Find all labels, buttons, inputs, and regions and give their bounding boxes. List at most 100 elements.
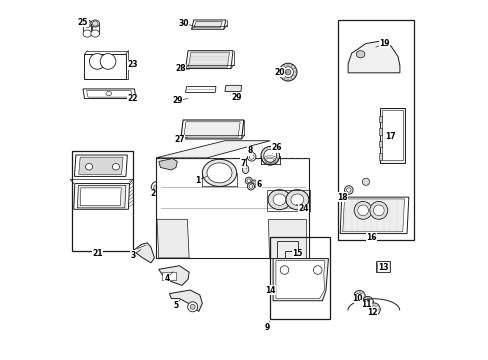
Ellipse shape xyxy=(112,163,119,170)
Ellipse shape xyxy=(92,21,98,26)
Polygon shape xyxy=(169,290,202,311)
Ellipse shape xyxy=(244,177,252,184)
Ellipse shape xyxy=(246,179,250,183)
Text: 1: 1 xyxy=(195,176,200,185)
Polygon shape xyxy=(224,85,241,91)
Bar xyxy=(266,190,309,211)
Text: 19: 19 xyxy=(379,39,389,48)
Bar xyxy=(270,237,329,319)
Text: 27: 27 xyxy=(174,135,184,144)
Polygon shape xyxy=(193,21,222,28)
Bar xyxy=(337,20,413,240)
Ellipse shape xyxy=(279,63,296,81)
Text: 28: 28 xyxy=(175,64,185,73)
Text: 16: 16 xyxy=(366,233,376,242)
Text: 29: 29 xyxy=(172,96,182,105)
Text: 4: 4 xyxy=(164,274,169,283)
Ellipse shape xyxy=(187,302,197,312)
Text: 13: 13 xyxy=(378,263,388,272)
Bar xyxy=(381,111,402,160)
Ellipse shape xyxy=(353,202,371,219)
Ellipse shape xyxy=(280,266,288,274)
Polygon shape xyxy=(133,243,154,263)
Ellipse shape xyxy=(190,304,195,309)
Text: 9: 9 xyxy=(264,323,270,332)
Ellipse shape xyxy=(202,159,236,186)
Text: 14: 14 xyxy=(264,285,275,294)
Ellipse shape xyxy=(250,180,258,187)
Ellipse shape xyxy=(84,21,90,26)
Ellipse shape xyxy=(344,186,352,194)
Ellipse shape xyxy=(91,20,99,27)
Polygon shape xyxy=(80,188,121,206)
Polygon shape xyxy=(77,185,125,208)
Polygon shape xyxy=(159,266,189,285)
Text: 26: 26 xyxy=(271,143,281,152)
Polygon shape xyxy=(267,219,305,258)
Polygon shape xyxy=(74,155,127,176)
Ellipse shape xyxy=(267,190,290,210)
Ellipse shape xyxy=(357,205,367,216)
Text: 7: 7 xyxy=(240,159,245,168)
Ellipse shape xyxy=(242,165,248,174)
Ellipse shape xyxy=(366,303,380,316)
Text: 21: 21 xyxy=(92,249,102,258)
Bar xyxy=(378,141,381,147)
Ellipse shape xyxy=(91,30,99,37)
Ellipse shape xyxy=(248,154,254,159)
Polygon shape xyxy=(188,52,229,67)
Text: 15: 15 xyxy=(292,249,302,258)
Polygon shape xyxy=(342,199,404,232)
Polygon shape xyxy=(157,219,189,258)
Text: 3: 3 xyxy=(130,251,135,260)
Polygon shape xyxy=(185,86,216,93)
Polygon shape xyxy=(156,158,308,258)
Ellipse shape xyxy=(285,190,308,210)
Ellipse shape xyxy=(356,293,362,299)
Bar xyxy=(375,261,389,272)
Polygon shape xyxy=(74,184,129,209)
Ellipse shape xyxy=(83,30,91,37)
Polygon shape xyxy=(275,261,324,298)
Text: 17: 17 xyxy=(385,132,395,141)
Ellipse shape xyxy=(106,91,111,96)
Ellipse shape xyxy=(89,54,105,69)
Bar xyxy=(378,116,381,122)
Ellipse shape xyxy=(356,51,364,58)
Text: 25: 25 xyxy=(78,18,88,27)
Polygon shape xyxy=(86,91,132,97)
Ellipse shape xyxy=(151,182,160,194)
Polygon shape xyxy=(191,20,225,29)
Bar xyxy=(379,108,405,163)
Ellipse shape xyxy=(100,54,116,69)
Text: 6: 6 xyxy=(256,180,261,189)
Ellipse shape xyxy=(272,194,285,205)
Ellipse shape xyxy=(263,149,276,162)
Ellipse shape xyxy=(282,67,293,77)
Text: 24: 24 xyxy=(298,204,308,213)
Text: 5: 5 xyxy=(173,301,178,310)
Polygon shape xyxy=(181,120,244,139)
Ellipse shape xyxy=(346,188,350,192)
Text: 2: 2 xyxy=(150,189,155,198)
Ellipse shape xyxy=(206,163,231,183)
Text: 23: 23 xyxy=(127,60,138,69)
Ellipse shape xyxy=(373,205,384,216)
Text: 10: 10 xyxy=(351,294,362,303)
Ellipse shape xyxy=(313,266,322,274)
Polygon shape xyxy=(340,197,408,234)
Ellipse shape xyxy=(247,153,255,161)
Ellipse shape xyxy=(248,185,252,188)
Bar xyxy=(378,153,381,159)
Ellipse shape xyxy=(261,147,279,165)
Text: 20: 20 xyxy=(274,68,284,77)
Polygon shape xyxy=(79,157,123,174)
Bar xyxy=(72,151,133,251)
Polygon shape xyxy=(276,242,298,258)
Text: 22: 22 xyxy=(127,94,138,103)
Polygon shape xyxy=(159,158,177,170)
Ellipse shape xyxy=(153,185,158,191)
Text: 18: 18 xyxy=(337,193,347,202)
Bar xyxy=(377,263,386,271)
Ellipse shape xyxy=(353,291,365,302)
